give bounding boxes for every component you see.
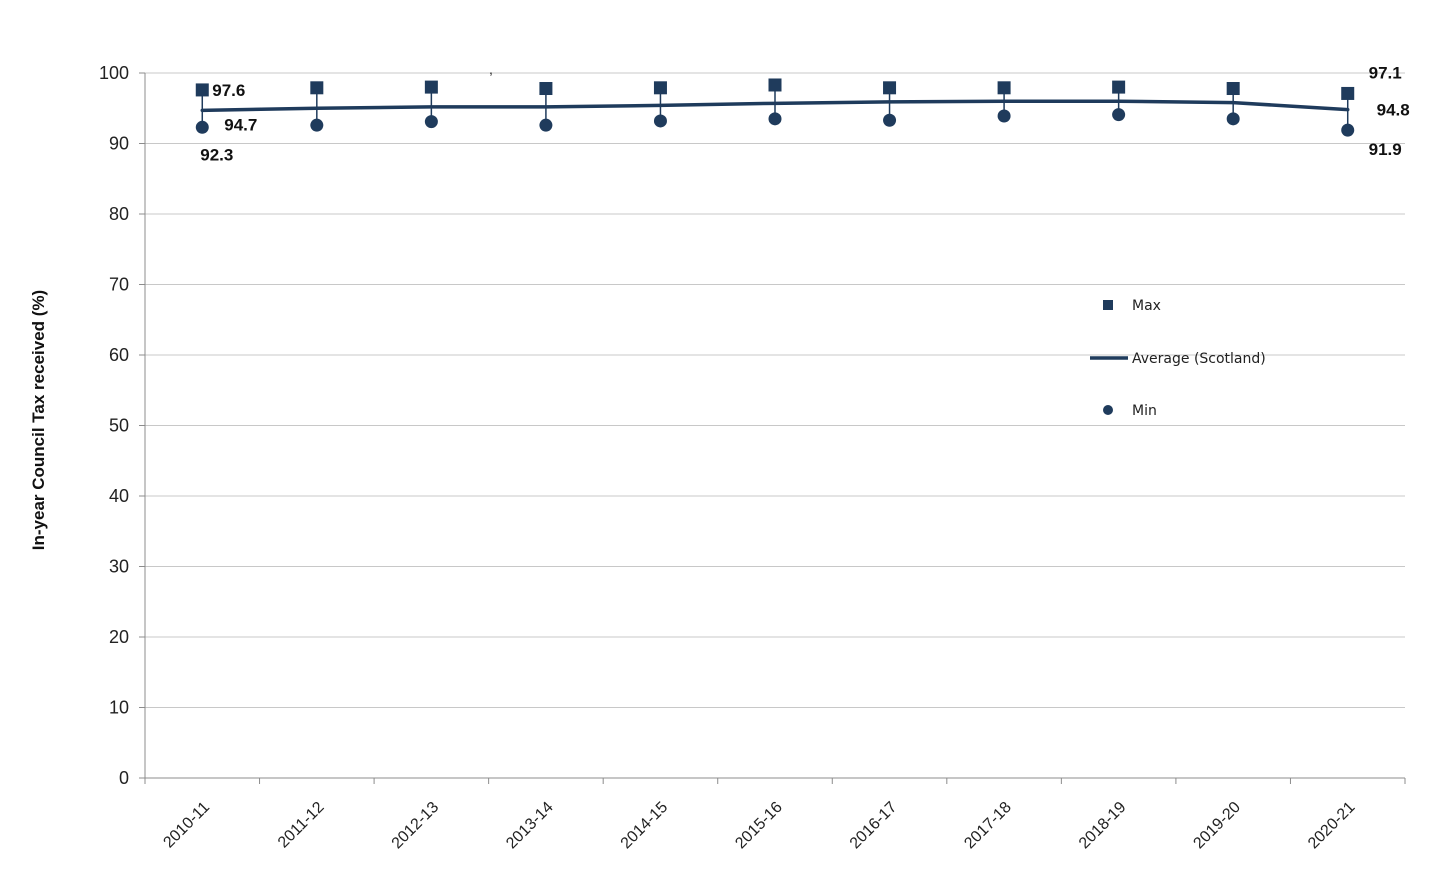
y-tick-label: 10: [109, 698, 129, 718]
min-point: [195, 120, 209, 134]
max-point: [1341, 86, 1355, 100]
y-tick-label: 80: [109, 204, 129, 224]
y-tick-label: 40: [109, 486, 129, 506]
x-tick-label: 2020-21: [1305, 799, 1359, 853]
min-data-label: 91.9: [1369, 140, 1402, 159]
legend-min-label: Min: [1132, 403, 1157, 419]
axes: [139, 72, 1406, 784]
y-tick-label: 70: [109, 275, 129, 295]
x-tick-label: 2013-14: [503, 799, 557, 853]
max-data-label: 97.6: [212, 81, 245, 100]
y-tick-labels: 0 10 20 30 40 50 60 70 80 90 100: [99, 63, 129, 788]
max-point: [195, 83, 209, 97]
min-point: [768, 112, 782, 126]
data-labels: 97.6 97.1 94.7 94.8 92.3 91.9: [200, 63, 1409, 164]
min-point: [997, 109, 1011, 123]
min-point: [1226, 112, 1240, 126]
max-point: [424, 80, 438, 94]
legend-min-swatch: [1103, 405, 1113, 415]
markers: [195, 78, 1355, 137]
max-point: [768, 78, 782, 92]
y-axis-title: In-year Council Tax received (%): [29, 290, 48, 550]
gridlines: [145, 72, 1405, 708]
legend-average-label: Average (Scotland): [1132, 351, 1266, 367]
x-tick-labels: 2010-11 2011-12 2012-13 2013-14 2014-15 2015-…: [160, 799, 1358, 853]
x-tick-label: 2016-17: [847, 799, 901, 853]
max-point: [653, 81, 667, 95]
max-point: [1226, 82, 1240, 96]
min-point: [1112, 108, 1126, 122]
min-point: [883, 113, 897, 127]
max-point: [997, 81, 1011, 95]
y-tick-label: 0: [119, 768, 129, 788]
x-tick-label: 2015-16: [732, 799, 786, 853]
x-tick-label: 2011-12: [275, 799, 328, 852]
y-tick-label: 50: [109, 416, 129, 436]
legend: Max Average (Scotland) Min: [1090, 298, 1266, 419]
y-tick-label: 100: [99, 63, 129, 83]
average-data-label: 94.7: [224, 115, 257, 134]
min-point: [1341, 123, 1355, 137]
x-tick-label: 2019-20: [1190, 799, 1244, 853]
stray-mark: ,: [489, 61, 493, 77]
y-tick-label: 90: [109, 134, 129, 154]
x-tick-label: 2014-15: [618, 799, 672, 853]
min-data-label: 92.3: [200, 145, 233, 164]
max-data-label: 97.1: [1369, 63, 1402, 82]
min-point: [653, 114, 667, 128]
max-point: [539, 82, 553, 96]
x-tick-label: 2010-11: [160, 799, 213, 852]
x-tick-label: 2018-19: [1076, 799, 1130, 853]
max-point: [310, 81, 324, 95]
x-tick-label: 2017-18: [961, 799, 1015, 853]
y-tick-label: 20: [109, 627, 129, 647]
average-data-label: 94.8: [1377, 101, 1410, 120]
x-tick-label: 2012-13: [389, 799, 443, 853]
min-point: [424, 115, 438, 129]
y-tick-label: 30: [109, 557, 129, 577]
max-point: [1112, 80, 1126, 94]
min-point: [539, 118, 553, 132]
legend-max-label: Max: [1132, 298, 1161, 314]
legend-max-swatch: [1103, 300, 1113, 310]
max-point: [883, 81, 897, 95]
average-line: [200, 99, 1350, 113]
y-tick-label: 60: [109, 345, 129, 365]
average-series-line: [200, 99, 1350, 113]
min-point: [310, 118, 324, 132]
